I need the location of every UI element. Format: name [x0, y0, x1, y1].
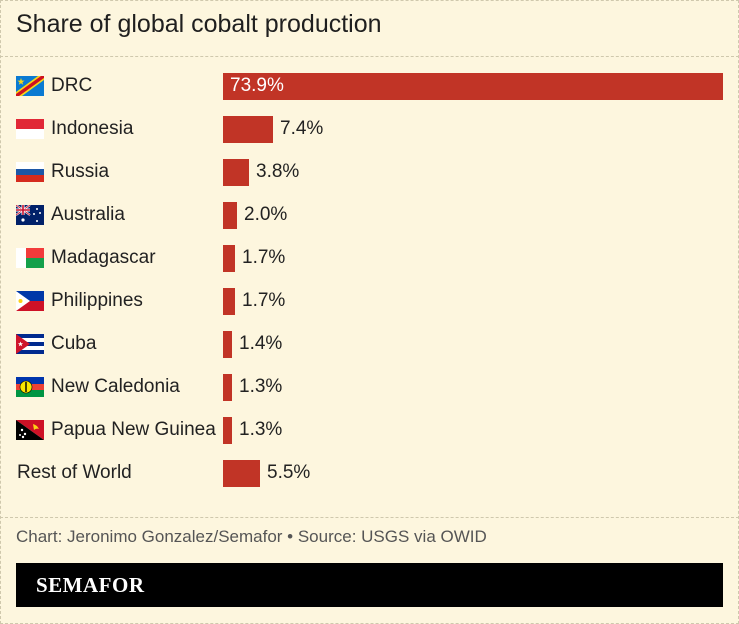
bar-row: Madagascar 1.7% [0, 238, 739, 281]
category-label: DRC [51, 75, 93, 96]
bar [223, 288, 235, 315]
category-label: Philippines [51, 290, 143, 311]
chart-title: Share of global cobalt production [16, 10, 382, 38]
category-label: Madagascar [51, 247, 156, 268]
category-label: Indonesia [51, 118, 134, 139]
chart-credit: Chart: Jeronimo Gonzalez/Semafor • Sourc… [16, 527, 487, 546]
value-label: 2.0% [244, 204, 288, 225]
bar-row: Rest of World 5.5% [0, 453, 739, 496]
divider-top [0, 56, 739, 57]
value-label: 1.7% [242, 290, 286, 311]
value-label: 73.9% [230, 75, 284, 96]
bar [223, 245, 235, 272]
bar [223, 73, 723, 100]
bar-row: Russia 3.8% [0, 152, 739, 195]
category-label: Russia [51, 161, 110, 182]
bar [223, 159, 249, 186]
drc-flag-icon [16, 76, 44, 96]
value-label: 5.5% [267, 462, 311, 483]
semafor-logo: SEMAFOR [36, 573, 145, 597]
value-label: 1.7% [242, 247, 286, 268]
category-label: Australia [51, 204, 125, 225]
australia-flag-icon [16, 205, 44, 225]
bar [223, 417, 232, 444]
bar-row: Papua New Guinea 1.3% [0, 410, 739, 453]
divider-bottom [0, 517, 739, 518]
category-label: Papua New Guinea [51, 419, 216, 440]
bar-row: Indonesia 7.4% [0, 109, 739, 152]
bar-row: Cuba 1.4% [0, 324, 739, 367]
bar [223, 460, 260, 487]
bar-row: DRC 73.9% [0, 66, 739, 109]
russia-flag-icon [16, 162, 44, 182]
bar-row: Philippines 1.7% [0, 281, 739, 324]
category-label: Cuba [51, 333, 97, 354]
category-label: New Caledonia [51, 376, 180, 397]
bar [223, 374, 232, 401]
value-label: 3.8% [256, 161, 300, 182]
bar-row: Australia 2.0% [0, 195, 739, 238]
bar [223, 116, 273, 143]
cuba-flag-icon [16, 334, 44, 354]
value-label: 1.3% [239, 419, 283, 440]
category-label: Rest of World [17, 462, 132, 483]
value-label: 7.4% [280, 118, 324, 139]
bar [223, 331, 232, 358]
papua-new-guinea-flag-icon [16, 420, 44, 440]
madagascar-flag-icon [16, 248, 44, 268]
bar-chart: DRC 73.9% Indonesia 7.4% Russia 3.8% Australia… [0, 66, 739, 516]
indonesia-flag-icon [16, 119, 44, 139]
new-caledonia-flag-icon [16, 377, 44, 397]
value-label: 1.4% [239, 333, 283, 354]
value-label: 1.3% [239, 376, 283, 397]
bar [223, 202, 237, 229]
bar-row: New Caledonia 1.3% [0, 367, 739, 410]
brand-bar: SEMAFOR [16, 563, 723, 607]
philippines-flag-icon [16, 291, 44, 311]
